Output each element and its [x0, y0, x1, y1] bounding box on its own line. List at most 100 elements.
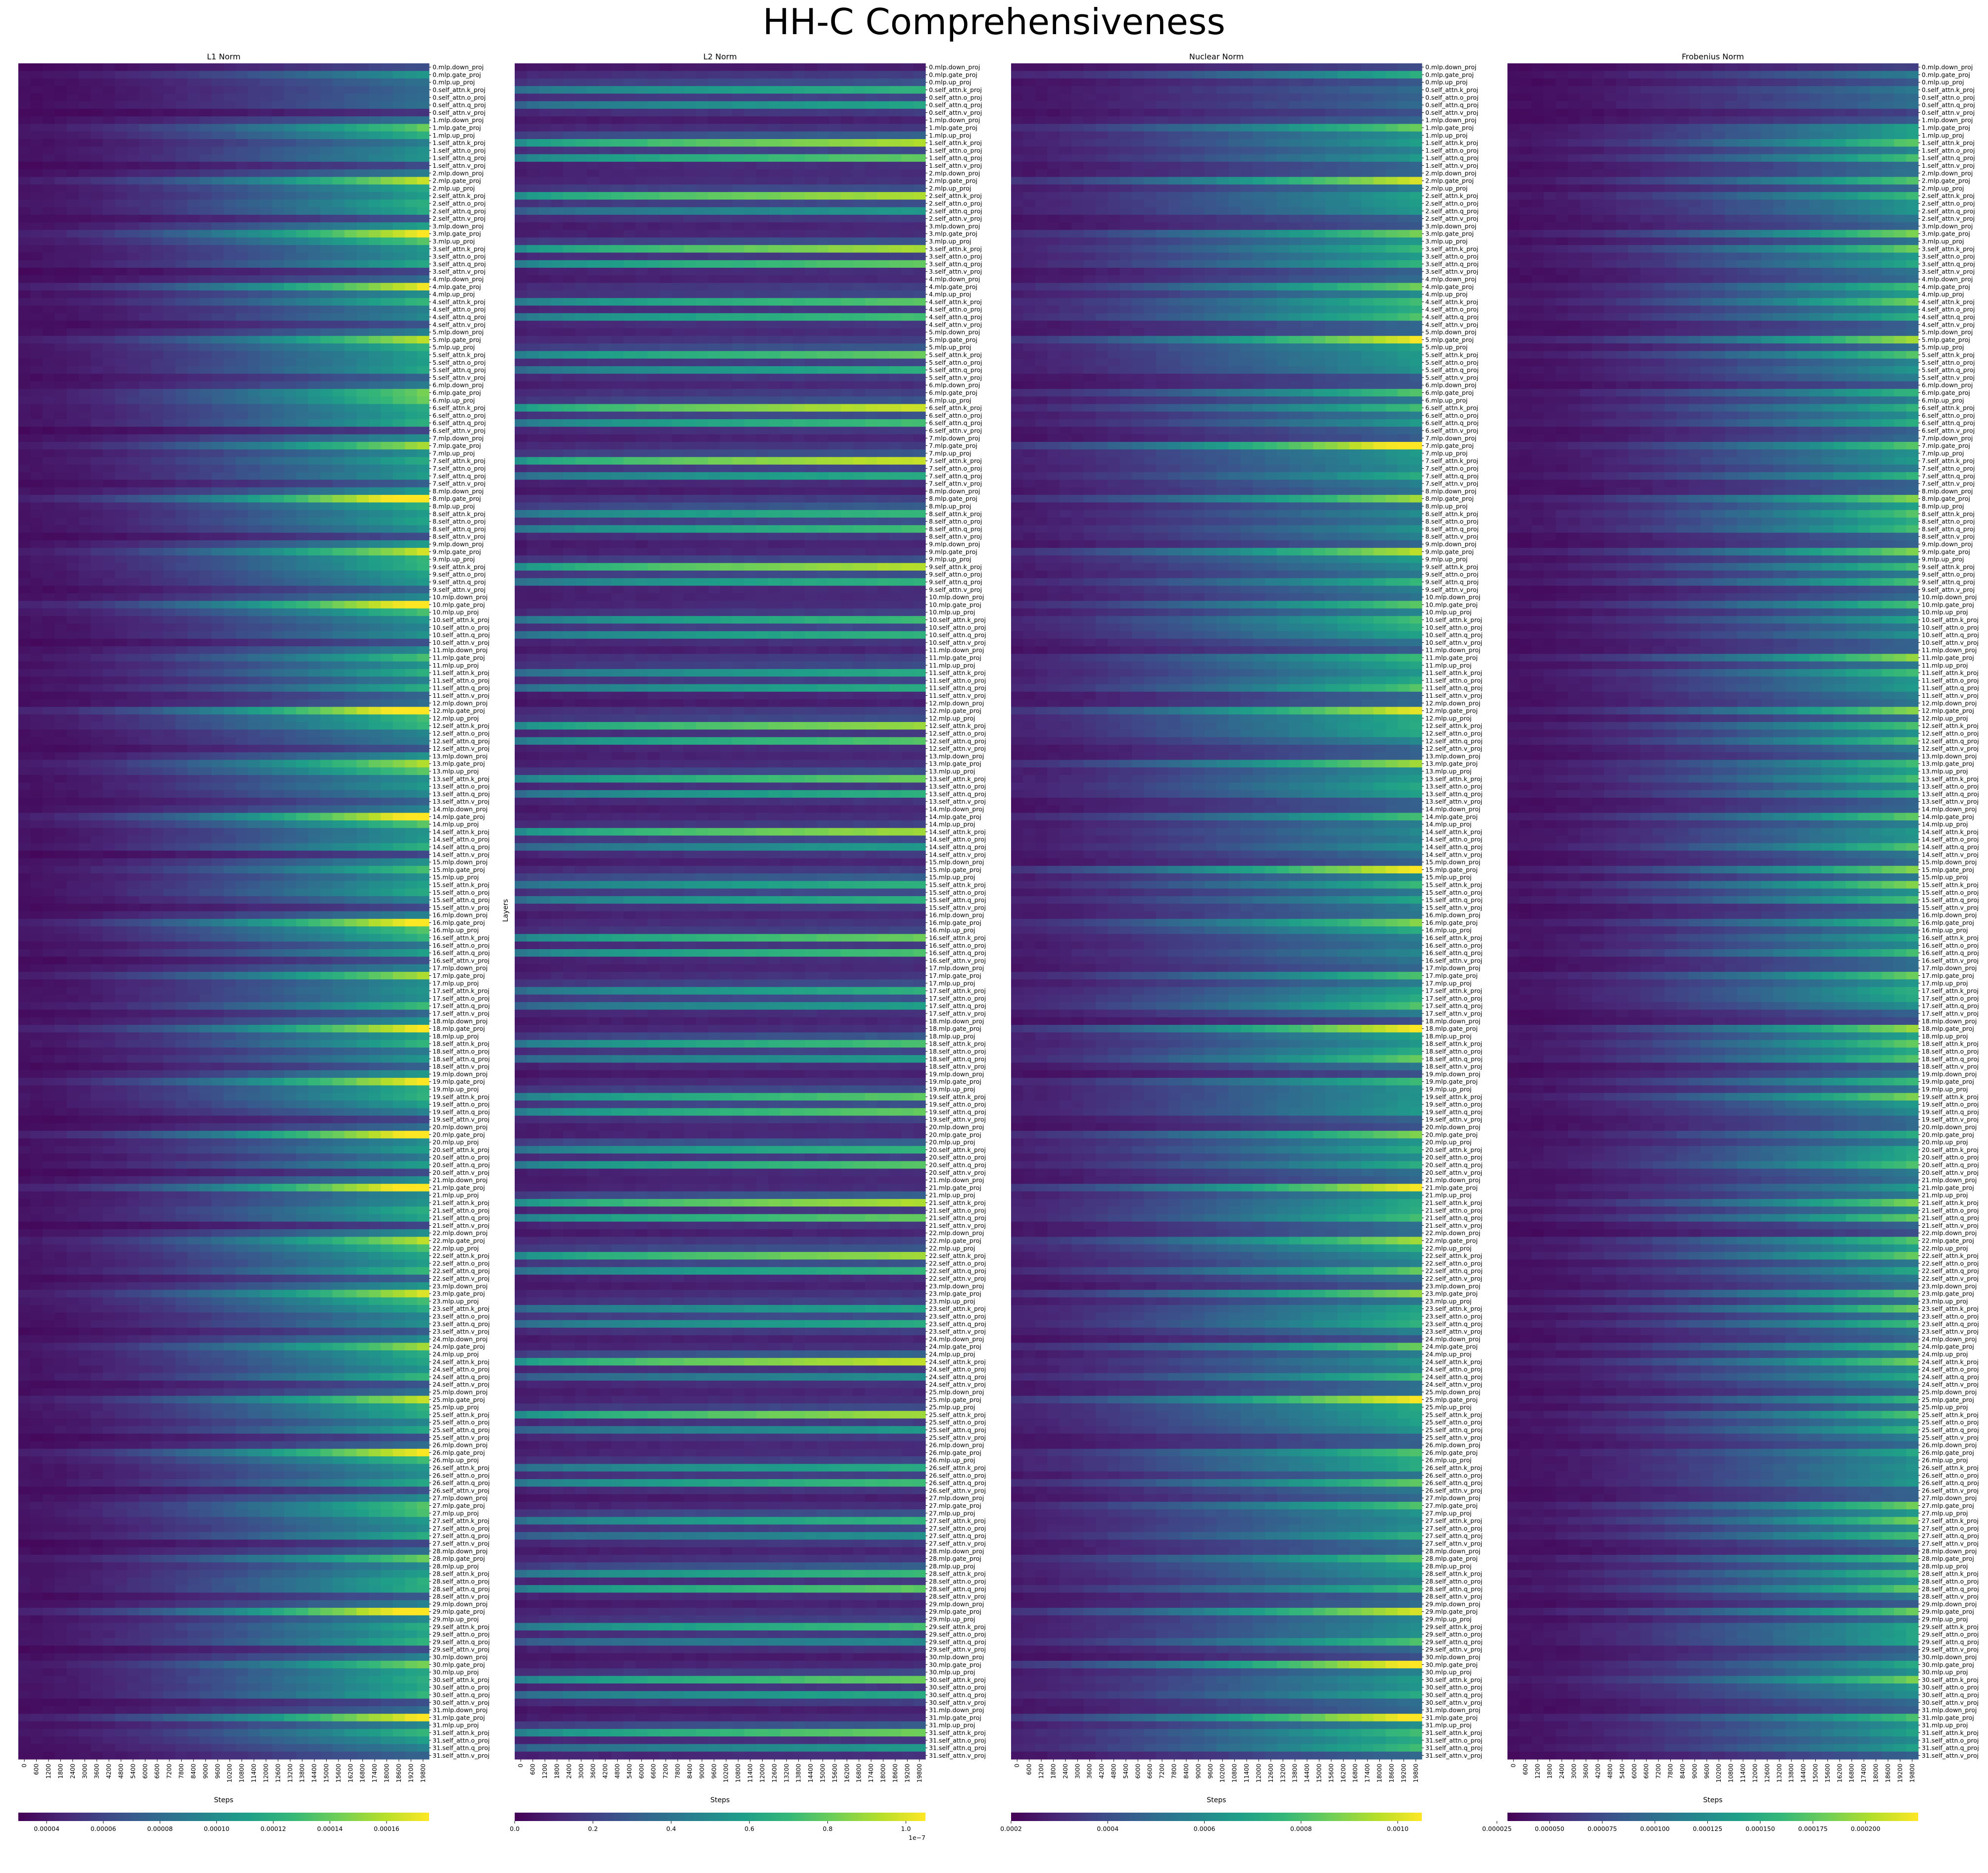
heatmap-cell — [236, 828, 248, 836]
heatmap-cell — [284, 662, 296, 670]
heatmap-cell — [236, 495, 248, 503]
heatmap-cell — [284, 283, 296, 291]
heatmap-cell — [67, 63, 79, 71]
heatmap-cell — [91, 1017, 103, 1025]
heatmap-cell — [188, 881, 200, 889]
heatmap-cell — [18, 275, 31, 283]
heatmap-cell — [188, 555, 200, 563]
heatmap-cell — [272, 434, 285, 442]
heatmap-cell — [67, 396, 79, 404]
heatmap-cell — [369, 805, 381, 813]
heatmap-cell — [67, 427, 79, 434]
heatmap-cell — [199, 313, 212, 321]
heatmap-cell — [296, 912, 308, 919]
heatmap-cell — [163, 154, 176, 162]
heatmap-cell — [333, 1055, 345, 1063]
heatmap-cell — [344, 79, 357, 87]
heatmap-cell — [54, 101, 67, 109]
heatmap-cell — [79, 919, 91, 927]
heatmap-cell — [369, 146, 381, 154]
heatmap-cell — [284, 609, 296, 617]
heatmap-cell — [405, 109, 417, 117]
heatmap-cell — [405, 290, 417, 298]
heatmap-cell — [67, 1116, 79, 1124]
heatmap-cell — [18, 722, 31, 730]
heatmap-cell — [91, 684, 103, 692]
heatmap-cell — [236, 510, 248, 518]
heatmap-cell — [224, 926, 236, 934]
heatmap-cell — [333, 177, 345, 185]
heatmap-cell — [320, 109, 333, 117]
heatmap-cell — [272, 116, 285, 124]
heatmap-cell — [405, 389, 417, 397]
heatmap-cell — [320, 192, 333, 200]
heatmap-cell — [296, 578, 308, 586]
heatmap-cell — [320, 238, 333, 245]
heatmap-cell — [369, 540, 381, 548]
heatmap-cell — [381, 434, 393, 442]
heatmap-cell — [127, 1025, 140, 1033]
heatmap-cell — [139, 351, 151, 359]
heatmap-cell — [296, 934, 308, 942]
heatmap-cell — [127, 729, 140, 737]
heatmap-cell — [115, 290, 127, 298]
heatmap-cell — [357, 669, 369, 677]
heatmap-cell — [308, 298, 321, 306]
heatmap-cell — [308, 86, 321, 94]
heatmap-cell — [296, 63, 308, 71]
heatmap-cell — [236, 805, 248, 813]
heatmap-cell — [260, 222, 272, 230]
heatmap-cell — [320, 1123, 333, 1131]
heatmap-cell — [127, 768, 140, 775]
heatmap-cell — [188, 972, 200, 980]
heatmap-cell — [188, 889, 200, 897]
heatmap-cell — [30, 215, 43, 223]
heatmap-cell — [103, 252, 115, 260]
heatmap-cell — [260, 601, 272, 609]
heatmap-cell — [236, 912, 248, 919]
heatmap-cell — [151, 737, 164, 745]
heatmap-cell — [188, 662, 200, 670]
heatmap-cell — [54, 881, 67, 889]
heatmap-cell — [344, 101, 357, 109]
heatmap-cell — [54, 715, 67, 722]
heatmap-cell — [151, 1070, 164, 1078]
heatmap-cell — [199, 836, 212, 844]
heatmap-cell — [236, 1138, 248, 1146]
heatmap-cell — [344, 979, 357, 987]
heatmap-cell — [284, 1040, 296, 1048]
heatmap-cell — [236, 639, 248, 647]
heatmap-cell — [296, 1070, 308, 1078]
heatmap-cell — [308, 185, 321, 192]
heatmap-cell — [91, 775, 103, 783]
heatmap-cell — [260, 328, 272, 336]
heatmap-cell — [151, 268, 164, 276]
heatmap-cell — [79, 1123, 91, 1131]
heatmap-cell — [369, 472, 381, 480]
heatmap-cell — [199, 1138, 212, 1146]
heatmap-cell — [43, 881, 55, 889]
heatmap-cell — [30, 593, 43, 601]
heatmap-cell — [103, 328, 115, 336]
heatmap-cell — [381, 805, 393, 813]
heatmap-cell — [67, 374, 79, 382]
heatmap-cell — [357, 222, 369, 230]
heatmap-cell — [333, 934, 345, 942]
heatmap-cell — [127, 555, 140, 563]
heatmap-cell — [212, 919, 224, 927]
heatmap-cell — [296, 1040, 308, 1048]
heatmap-cell — [417, 465, 430, 473]
heatmap-cell — [139, 654, 151, 662]
heatmap-cell — [272, 533, 285, 541]
heatmap-cell — [43, 472, 55, 480]
heatmap-cell — [79, 889, 91, 897]
heatmap-cell — [79, 707, 91, 715]
heatmap-cell — [91, 139, 103, 147]
heatmap-cell — [54, 366, 67, 374]
heatmap-cell — [224, 1040, 236, 1048]
heatmap-cell — [18, 616, 31, 624]
heatmap-cell — [151, 715, 164, 722]
heatmap-cell — [393, 290, 405, 298]
heatmap-cell — [381, 71, 393, 79]
heatmap-cell — [357, 1146, 369, 1154]
